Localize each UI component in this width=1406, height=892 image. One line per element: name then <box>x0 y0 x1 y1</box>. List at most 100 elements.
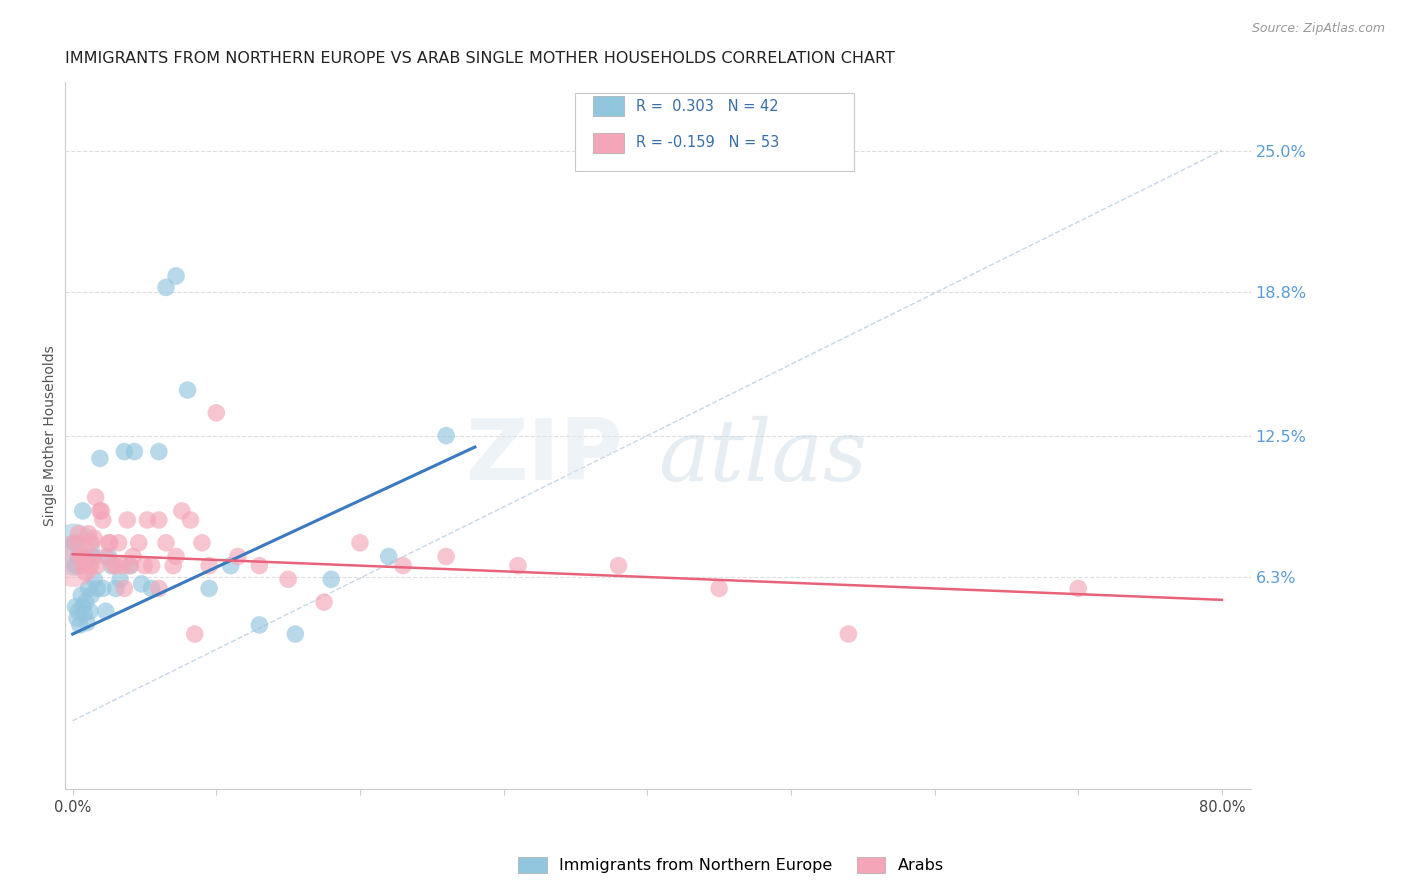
Point <box>66 611 89 625</box>
Point <box>65 599 87 614</box>
Point <box>155 280 177 294</box>
Text: Source: ZipAtlas.com: Source: ZipAtlas.com <box>1251 22 1385 36</box>
Point <box>162 558 184 573</box>
Point <box>70 588 93 602</box>
Point <box>122 549 145 564</box>
Point <box>226 549 249 564</box>
Point <box>77 526 100 541</box>
Point <box>176 383 198 397</box>
Point <box>165 549 187 564</box>
Point <box>837 627 859 641</box>
Point <box>134 558 156 573</box>
Point <box>73 549 96 564</box>
Point <box>607 558 630 573</box>
Point <box>141 558 163 573</box>
Point <box>89 451 111 466</box>
Point <box>112 582 135 596</box>
Point <box>67 604 90 618</box>
Point <box>148 513 170 527</box>
Point <box>205 406 228 420</box>
Legend: Immigrants from Northern Europe, Arabs: Immigrants from Northern Europe, Arabs <box>512 850 950 880</box>
Point <box>97 536 120 550</box>
Point <box>284 627 307 641</box>
Point <box>80 588 103 602</box>
Point <box>100 558 122 573</box>
Point <box>170 504 193 518</box>
Text: atlas: atlas <box>658 416 868 498</box>
Point <box>84 490 107 504</box>
Point <box>69 549 91 564</box>
Point <box>165 268 187 283</box>
Point <box>89 504 111 518</box>
Point <box>94 604 117 618</box>
Point <box>80 536 103 550</box>
Point <box>198 582 221 596</box>
Point <box>219 558 242 573</box>
Point <box>77 582 100 596</box>
Point <box>321 572 343 586</box>
Point <box>63 536 86 550</box>
Point <box>83 572 105 586</box>
Point <box>112 444 135 458</box>
Point <box>72 504 94 518</box>
Point <box>131 577 153 591</box>
Point <box>104 582 127 596</box>
Point <box>277 572 299 586</box>
Point <box>312 595 335 609</box>
Point <box>128 536 150 550</box>
Point <box>94 549 117 564</box>
Point <box>79 558 101 573</box>
Point <box>76 615 98 630</box>
Y-axis label: Single Mother Households: Single Mother Households <box>44 345 58 526</box>
Point <box>136 513 159 527</box>
Point <box>103 558 125 573</box>
Point <box>63 554 86 568</box>
Point <box>91 582 114 596</box>
Point <box>179 513 201 527</box>
Point <box>67 549 90 564</box>
Point <box>63 542 86 557</box>
Point <box>91 513 114 527</box>
Point <box>148 582 170 596</box>
Point <box>108 572 131 586</box>
Point <box>75 595 97 609</box>
Point <box>349 536 371 550</box>
FancyBboxPatch shape <box>575 93 853 170</box>
Text: R = -0.159   N = 53: R = -0.159 N = 53 <box>636 136 779 151</box>
Point <box>73 607 96 621</box>
Point <box>434 428 457 442</box>
Point <box>1067 582 1090 596</box>
Point <box>198 558 221 573</box>
Point <box>377 549 399 564</box>
Point <box>98 536 121 550</box>
Point <box>83 531 105 545</box>
Point <box>120 558 142 573</box>
Point <box>86 558 108 573</box>
Point <box>104 558 127 573</box>
Point <box>72 558 94 573</box>
Point <box>97 549 120 564</box>
Point <box>506 558 529 573</box>
Point <box>392 558 415 573</box>
Point <box>86 582 108 596</box>
Point <box>65 558 87 573</box>
Point <box>66 536 89 550</box>
Point <box>155 536 177 550</box>
Point <box>79 604 101 618</box>
Point <box>247 558 270 573</box>
Point <box>82 549 104 564</box>
Point <box>124 444 146 458</box>
Point <box>90 504 112 518</box>
Point <box>184 627 207 641</box>
Point <box>115 513 138 527</box>
Point <box>107 536 129 550</box>
Text: ZIP: ZIP <box>465 416 623 499</box>
Point <box>67 526 90 541</box>
Point <box>72 599 94 614</box>
Point <box>141 582 163 596</box>
Text: IMMIGRANTS FROM NORTHERN EUROPE VS ARAB SINGLE MOTHER HOUSEHOLDS CORRELATION CHA: IMMIGRANTS FROM NORTHERN EUROPE VS ARAB … <box>66 51 896 66</box>
Point <box>111 558 134 573</box>
FancyBboxPatch shape <box>593 96 624 116</box>
Text: R =  0.303   N = 42: R = 0.303 N = 42 <box>636 99 778 113</box>
Point <box>247 618 270 632</box>
